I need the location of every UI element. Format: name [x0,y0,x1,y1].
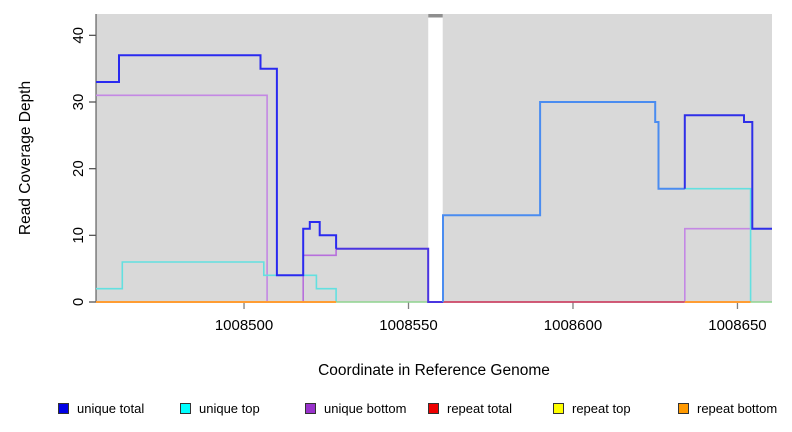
coverage-gap-column [428,13,443,303]
legend-swatch-unique-total [58,402,69,414]
series-line-unique-total-left [96,54,338,277]
legend-swatch-repeat-top [553,402,564,414]
legend-label: unique total [77,400,145,416]
legend-label: repeat top [572,400,631,416]
legend-swatch-repeat-bottom [678,402,689,414]
x-tick-label: 1008550 [379,317,437,334]
y-tick-label: 0 [70,298,87,306]
series-line-unique-top-left [96,261,337,302]
y-tick-label: 30 [70,94,87,111]
y-axis-title: Read Coverage Depth [17,81,34,235]
legend-item-unique-bottom: unique bottom [305,397,406,419]
chart-canvas: 1008500 1008550 1008600 1008650 0 10 20 30 40 Co… [17,13,772,379]
x-tick-label: 1008500 [215,317,273,334]
legend-item-repeat-bottom: repeat bottom [678,397,777,419]
legend-label: unique top [199,400,260,416]
series-layer [96,54,772,303]
legend-item-repeat-total: repeat total [428,397,512,419]
legend-swatch-unique-bottom [305,402,316,414]
x-tick-label: 1008600 [544,317,602,334]
legend-label: repeat total [447,400,513,416]
series-line-unique-total-8run [336,247,443,303]
series-line-unique-total-right [683,114,772,230]
x-axis-title: Coordinate in Reference Genome [318,362,550,379]
series-line-unique-total-plus-top-right [442,101,685,302]
legend-swatch-unique-top [180,402,191,414]
series-line-unique-bottom-left [96,94,268,302]
legend-item-repeat-top: repeat top [553,397,631,419]
series-line-unique-top-right [684,187,752,302]
legend-swatch-repeat-total [428,402,439,414]
x-tick-label: 1008650 [708,317,766,334]
y-tick-label: 40 [70,27,87,44]
chart-legend: unique total unique top unique bottom repea… [0,397,792,423]
legend-label: unique bottom [324,400,407,416]
y-tick-label: 10 [70,227,87,244]
coverage-gap-cap [428,14,443,18]
legend-item-unique-top: unique top [180,397,260,419]
legend-label: repeat bottom [697,400,778,416]
axes-layer: 1008500 1008550 1008600 1008650 0 10 20 30 40 [70,27,767,334]
y-tick-label: 20 [70,160,87,177]
legend-item-unique-total: unique total [58,397,144,419]
series-line-unique-bottom-right [683,227,772,302]
